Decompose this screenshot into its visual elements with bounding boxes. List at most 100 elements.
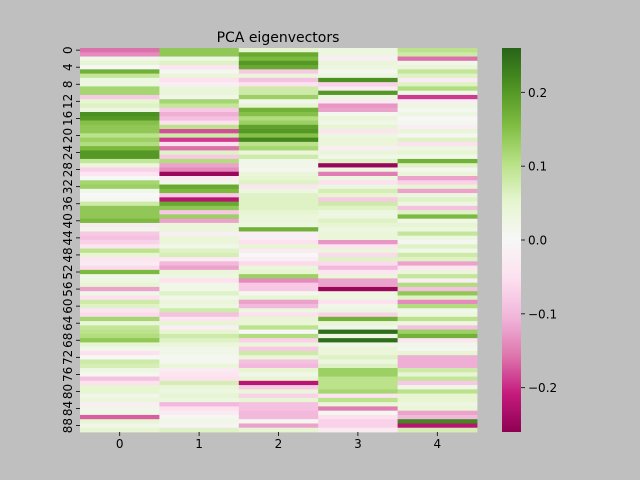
x-tick-label: 2: [275, 437, 283, 451]
heatmap-cell: [397, 231, 478, 237]
heatmap-cell: [80, 180, 160, 185]
heatmap-cell: [238, 397, 319, 403]
heatmap-cell: [318, 359, 398, 365]
heatmap-cell: [238, 359, 319, 365]
heatmap-cell: [318, 201, 398, 207]
heatmap-cell: [80, 60, 160, 66]
heatmap-cell: [318, 252, 398, 258]
heatmap-cell: [80, 146, 160, 151]
heatmap-cell: [159, 86, 240, 92]
heatmap-cell: [80, 184, 160, 190]
heatmap-cell: [80, 56, 160, 62]
heatmap-cell: [159, 372, 240, 377]
heatmap-cell: [397, 410, 478, 416]
heatmap-cell: [80, 77, 160, 83]
heatmap-cell: [238, 218, 319, 224]
heatmap-cell: [318, 60, 398, 66]
heatmap-cell: [238, 414, 319, 420]
heatmap-cell: [80, 329, 160, 335]
heatmap-cell: [80, 214, 160, 220]
heatmap-cell: [80, 129, 160, 134]
heatmap-cell: [80, 389, 160, 394]
heatmap-cell: [238, 210, 319, 215]
heatmap-cell: [80, 338, 160, 343]
heatmap-cell: [238, 380, 319, 386]
heatmap-cell: [318, 231, 398, 237]
heatmap-cell: [397, 52, 478, 57]
colorbar: [502, 48, 521, 432]
heatmap-cells: [80, 48, 478, 433]
heatmap-cell: [318, 368, 398, 373]
heatmap-cell: [238, 52, 319, 57]
heatmap-cell: [318, 112, 398, 117]
heatmap-cell: [80, 261, 160, 266]
heatmap-cell: [397, 94, 478, 100]
heatmap-cell: [80, 248, 160, 254]
heatmap-cell: [159, 402, 240, 407]
heatmap-cell: [318, 338, 398, 343]
heatmap-cell: [318, 376, 398, 382]
heatmap-cell: [238, 312, 319, 318]
heatmap-cell: [318, 248, 398, 254]
heatmap-cell: [318, 99, 398, 104]
heatmap-cell: [80, 240, 160, 245]
heatmap-cell: [238, 274, 319, 279]
heatmap-cell: [238, 393, 319, 399]
heatmap-cell: [159, 112, 240, 117]
heatmap-cell: [80, 171, 160, 177]
y-tick-label: 56: [61, 281, 75, 296]
heatmap-cell: [397, 346, 478, 352]
heatmap-cell: [80, 124, 160, 130]
heatmap-cell: [80, 235, 160, 241]
heatmap-cell: [80, 222, 160, 228]
heatmap-cell: [238, 261, 319, 266]
heatmap-cell: [397, 99, 478, 104]
heatmap-cell: [80, 65, 160, 70]
heatmap-cell: [80, 278, 160, 284]
heatmap-cell: [80, 158, 160, 164]
heatmap-cell: [397, 167, 478, 173]
heatmap-cell: [159, 52, 240, 57]
heatmap-cell: [159, 248, 240, 254]
heatmap-cell: [318, 265, 398, 271]
heatmap-cell: [80, 274, 160, 279]
heatmap-cell: [318, 218, 398, 224]
heatmap-cell: [80, 286, 160, 292]
heatmap-cell: [238, 141, 319, 147]
heatmap-cell: [80, 397, 160, 403]
heatmap-cell: [80, 402, 160, 407]
heatmap-cell: [238, 316, 319, 322]
heatmap-cell: [318, 380, 398, 386]
heatmap-cell: [318, 304, 398, 309]
heatmap-cell: [238, 205, 319, 211]
heatmap-cell: [80, 73, 160, 79]
heatmap-cell: [159, 304, 240, 309]
heatmap-cell: [80, 291, 160, 296]
heatmap-cell: [318, 171, 398, 177]
heatmap-cell: [318, 385, 398, 390]
heatmap-cell: [318, 48, 398, 53]
heatmap-cell: [397, 333, 478, 339]
heatmap-cell: [397, 201, 478, 207]
heatmap-cell: [159, 380, 240, 386]
heatmap-cell: [238, 73, 319, 79]
heatmap-cell: [238, 48, 319, 53]
heatmap-cell: [397, 48, 478, 53]
heatmap-cell: [80, 372, 160, 377]
heatmap-cell: [397, 218, 478, 224]
heatmap-cell: [80, 325, 160, 330]
heatmap-cell: [159, 265, 240, 271]
heatmap-cell: [238, 376, 319, 382]
heatmap-cell: [397, 210, 478, 215]
y-tick-label: 80: [61, 384, 75, 399]
heatmap-cell: [397, 359, 478, 365]
heatmap-cell: [238, 355, 319, 360]
heatmap-cell: [318, 308, 398, 313]
y-tick-label: 64: [61, 316, 75, 331]
heatmap-cell: [80, 163, 160, 168]
heatmap-cell: [159, 163, 240, 168]
y-tick-label: 48: [61, 247, 75, 262]
heatmap-cell: [318, 103, 398, 109]
heatmap-cell: [159, 282, 240, 288]
heatmap-cell: [159, 82, 240, 87]
